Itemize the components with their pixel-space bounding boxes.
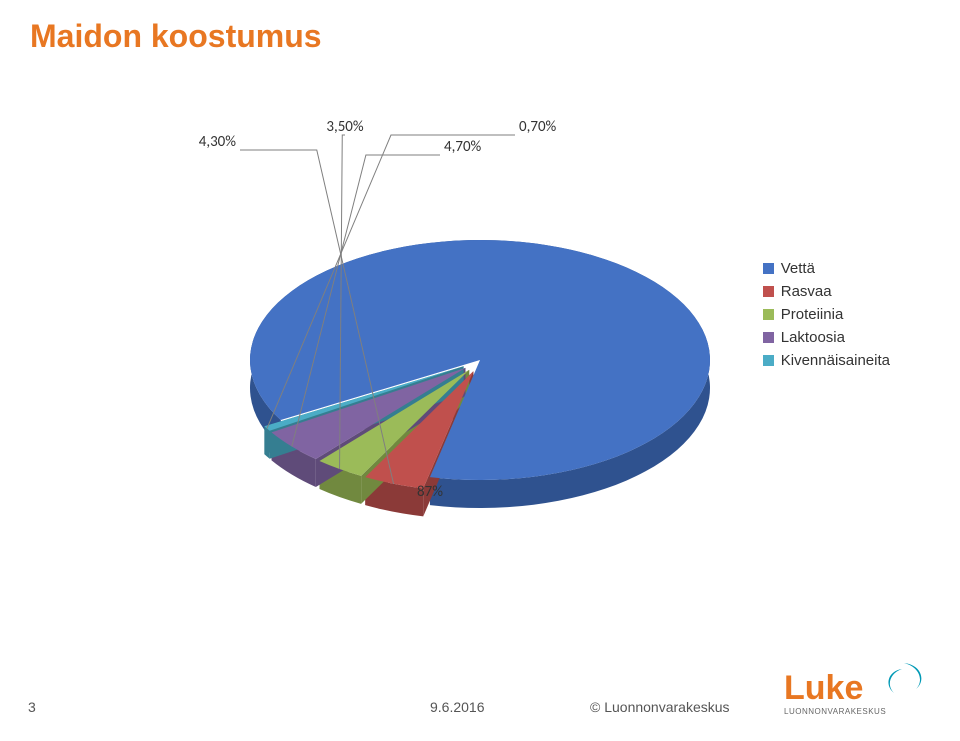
page-number: 3 bbox=[28, 699, 36, 715]
legend-label: Laktoosia bbox=[781, 329, 845, 346]
legend: Vettä Rasvaa Proteiinia Laktoosia Kivennäisa… bbox=[763, 260, 890, 375]
legend-swatch bbox=[763, 355, 774, 366]
luke-logo: Luke LUONNONVARAKESKUS bbox=[784, 659, 934, 719]
leaf-icon bbox=[888, 663, 921, 693]
pie-chart: 87% 4,30% 3,50% 4,70% 0,70% bbox=[120, 80, 840, 540]
legend-item: Laktoosia bbox=[763, 329, 890, 346]
legend-label: Vettä bbox=[781, 260, 815, 277]
slice-label: 4,70% bbox=[444, 138, 482, 156]
logo-subtitle: LUONNONVARAKESKUS bbox=[784, 707, 886, 716]
legend-label: Kivennäisaineita bbox=[781, 352, 890, 369]
legend-swatch bbox=[763, 332, 774, 343]
slice-label: 0,70% bbox=[519, 118, 557, 136]
legend-item: Vettä bbox=[763, 260, 890, 277]
page-title: Maidon koostumus bbox=[30, 18, 322, 55]
footer-copyright: © Luonnonvarakeskus bbox=[590, 699, 730, 715]
slice-label: 87% bbox=[417, 483, 443, 501]
slice-label: 3,50% bbox=[326, 118, 364, 136]
footer: 3 9.6.2016 © Luonnonvarakeskus Luke LUON… bbox=[0, 649, 960, 719]
legend-item: Kivennäisaineita bbox=[763, 352, 890, 369]
legend-item: Rasvaa bbox=[763, 283, 890, 300]
legend-label: Proteiinia bbox=[781, 306, 844, 323]
legend-swatch bbox=[763, 309, 774, 320]
legend-label: Rasvaa bbox=[781, 283, 832, 300]
footer-date: 9.6.2016 bbox=[430, 699, 485, 715]
slice-label: 4,30% bbox=[199, 133, 237, 151]
legend-swatch bbox=[763, 263, 774, 274]
legend-item: Proteiinia bbox=[763, 306, 890, 323]
legend-swatch bbox=[763, 286, 774, 297]
logo-brand-text: Luke bbox=[784, 669, 863, 707]
